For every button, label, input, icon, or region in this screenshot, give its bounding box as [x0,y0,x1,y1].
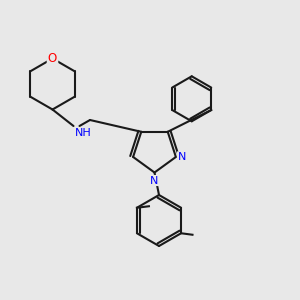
Text: N: N [150,176,159,185]
Text: O: O [48,52,57,65]
Text: N: N [177,152,186,162]
Text: NH: NH [75,128,92,137]
